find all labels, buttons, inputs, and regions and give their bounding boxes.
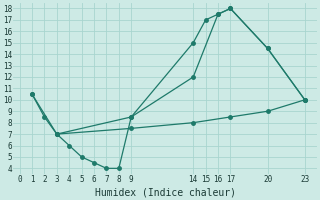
X-axis label: Humidex (Indice chaleur): Humidex (Indice chaleur) [95, 187, 236, 197]
